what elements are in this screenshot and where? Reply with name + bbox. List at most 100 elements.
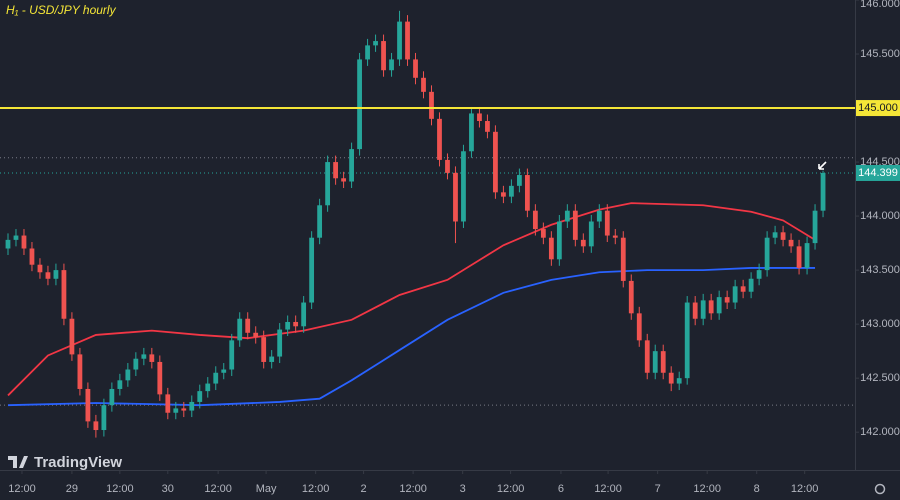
candle-body [564,210,570,222]
candle-body [493,131,498,193]
x-tick-label: 30 [162,483,174,495]
candle-body [109,388,115,406]
candle-body [604,210,610,236]
candle-body [77,354,83,389]
x-tick-label: 7 [655,483,661,495]
candle-body [29,248,35,265]
last-price-label: 144.399 [858,167,898,179]
candle-body [820,172,826,211]
candle-body [445,159,450,173]
x-tick-label: 12:00 [106,483,134,495]
candle-body [245,318,251,333]
candle-body [532,210,538,230]
candle-body [325,162,331,206]
candle-body [117,380,123,389]
x-tick-label: 12:00 [204,483,232,495]
candle-body [796,246,802,268]
candle-body [405,21,410,60]
candle-body [237,318,243,341]
candle-body [700,300,706,319]
level-label: 145.000 [858,102,898,114]
candle-body [620,237,626,281]
candle-body [788,239,794,247]
x-tick-label: 12:00 [594,483,622,495]
x-tick-label: 8 [754,483,760,495]
candle-body [588,221,594,247]
candle-body [21,235,27,249]
x-tick-label: 12:00 [693,483,721,495]
candle-body [596,210,602,222]
y-tick-label: 143.000 [860,318,900,330]
level-tag [856,100,900,117]
candle-body [181,408,187,411]
candle-body [756,270,762,279]
candle-body [133,358,139,370]
y-tick-label: 146.000 [860,0,900,10]
candle-body [173,408,179,413]
candle-body [461,151,466,222]
candle-body [732,286,738,303]
logo: TradingView [8,454,122,471]
candle-body [724,297,730,303]
candle-body [548,237,554,260]
candle-body [636,313,642,341]
candle-body [157,361,163,395]
x-tick-label: 12:00 [399,483,427,495]
logo-icon [8,456,28,468]
last-price-tag [856,164,900,181]
x-tick-label: 6 [558,483,564,495]
candle-body [421,77,426,92]
candle-body [509,185,514,197]
candle-body [269,356,275,362]
candle-body [628,280,634,314]
y-tick-label: 144.000 [860,210,900,222]
candle-body [676,378,682,384]
candle-body [692,302,698,319]
candle-body [45,272,51,279]
x-tick-label: 12:00 [791,483,819,495]
candle-body [197,391,203,402]
moving-average [7,202,816,397]
candle-body [389,59,394,71]
candle-body [524,175,530,211]
candle-body [485,121,490,132]
candle-body [397,21,402,60]
candle-body [301,302,307,327]
candle-body [437,118,442,160]
candle-body [660,351,666,373]
x-tick-label: 12:00 [302,483,330,495]
candle-body [293,321,299,327]
candle-body [189,401,195,411]
y-tick-label: 142.000 [860,426,900,438]
candle-body [349,149,354,182]
candle-body [804,243,810,268]
y-tick-label: 144.500 [860,156,900,168]
candle-body [644,340,650,373]
candle-body [516,175,522,186]
candle-body [37,264,43,273]
candle-body [53,270,59,279]
candle-body [221,369,227,373]
candle-body [5,239,11,249]
candle-body [365,45,370,60]
candle-body [373,41,378,46]
candle-body [141,354,147,359]
x-tick-label: 3 [460,483,466,495]
x-tick-label: May [256,483,277,495]
candle-body [333,162,339,179]
candle-body [85,388,91,422]
candle-body [413,59,418,78]
settings-icon[interactable] [874,483,886,495]
candle-body [357,59,362,150]
arrow-annotation [818,161,827,170]
candle-body [317,205,323,238]
candle-body [165,394,171,413]
candle-body [780,232,786,240]
candle-body [13,235,19,240]
candle-body [205,383,211,392]
candle-body [684,302,690,379]
candle-body [612,235,618,238]
y-tick-label: 142.500 [860,372,900,384]
candle-body [708,300,714,314]
